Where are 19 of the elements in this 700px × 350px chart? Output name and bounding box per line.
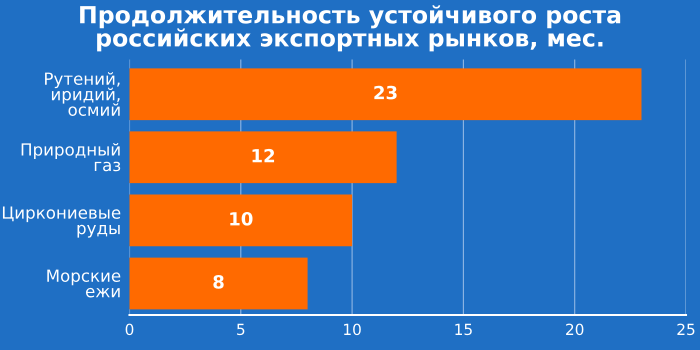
y-tick-label: Морские ежи — [47, 270, 120, 298]
bar — [130, 131, 397, 184]
bar — [130, 68, 642, 120]
bar — [130, 194, 352, 246]
bar — [130, 258, 308, 310]
data-label: 23 — [374, 86, 397, 100]
chart-title: Продолжительность устойчивого роста российских экспортных рынков, мес. — [80, 5, 620, 52]
y-tick-label: Природный газ — [22, 142, 120, 172]
x-tick-label: 5 — [237, 324, 244, 336]
data-label: 10 — [230, 212, 252, 226]
x-tick-label: 0 — [126, 324, 134, 336]
x-tick-label: 10 — [344, 324, 361, 336]
y-tick-label: Циркониевые руды — [2, 206, 120, 238]
y-tick-label: Рутений, иридий, осмий — [45, 72, 120, 116]
x-tick-label: 15 — [455, 324, 472, 336]
data-label: 8 — [213, 275, 224, 289]
data-label: 12 — [252, 148, 274, 162]
x-tick-label: 25 — [677, 324, 694, 336]
x-tick-label: 20 — [566, 324, 584, 336]
